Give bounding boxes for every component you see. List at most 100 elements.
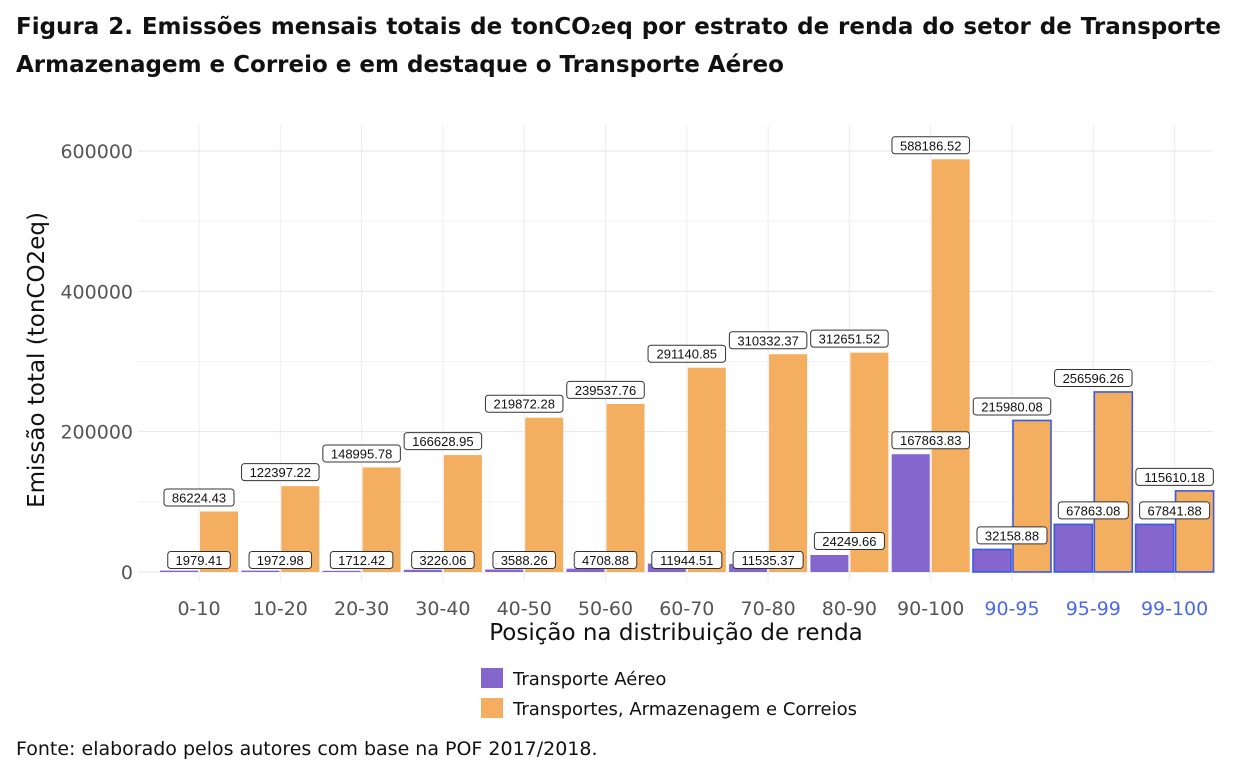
- data-label: 148995.78: [331, 446, 392, 461]
- data-label-box: [1054, 368, 1133, 387]
- legend-label-transport: Transportes, Armazenagem e Correios: [512, 699, 857, 720]
- data-label: 291140.85: [657, 347, 718, 362]
- x-tick-label: 80-90: [822, 598, 877, 620]
- data-label: 115610.18: [1144, 470, 1205, 485]
- data-label: 1972.98: [257, 553, 304, 568]
- bar-air: [160, 570, 198, 572]
- legend-label-air: Transporte Aéreo: [512, 669, 666, 690]
- x-axis-title: Posição na distribuição de renda: [489, 620, 863, 646]
- y-tick-label: 0: [121, 562, 133, 584]
- bar-transport: [1012, 419, 1052, 573]
- data-label: 310332.37: [737, 333, 798, 348]
- y-tick-label: 400000: [60, 281, 133, 303]
- data-label-box: [1057, 501, 1129, 520]
- y-axis-title: Emissão total (tonCO2eq): [24, 212, 50, 508]
- y-tick-label: 200000: [60, 422, 133, 444]
- data-label-box: [732, 551, 804, 569]
- data-label-box: [329, 551, 394, 569]
- x-tick-label: 90-95: [984, 598, 1039, 620]
- data-label: 3588.26: [501, 553, 548, 568]
- data-label: 167863.83: [900, 433, 961, 448]
- x-axis-ticks: 0-10 10-20 20-30 30-40 40-50 50-60 60-70 70-80 8…: [177, 598, 1208, 620]
- x-tick-label: 70-80: [740, 598, 795, 620]
- bar-air: [891, 454, 930, 572]
- data-label: 166628.95: [412, 434, 473, 449]
- data-label: 4708.88: [582, 553, 629, 568]
- data-label-box: [241, 463, 320, 482]
- bar-transport: [1093, 391, 1134, 573]
- data-label-box: [573, 551, 638, 569]
- bar-transport: [931, 159, 970, 572]
- data-label: 32158.88: [985, 528, 1039, 543]
- data-label: 215980.08: [981, 399, 1042, 414]
- bar-air: [322, 570, 361, 572]
- bar-transport: [687, 367, 726, 572]
- x-tick-label: 99-100: [1141, 598, 1208, 620]
- data-labels: 86224.43 1979.41 122397.22 1972.98 148995.78…: [163, 136, 1214, 569]
- data-label: 1712.42: [338, 553, 385, 568]
- bar-transport: [769, 354, 808, 572]
- data-label-box: [728, 331, 808, 350]
- data-label-box: [322, 444, 401, 463]
- data-label: 122397.22: [250, 465, 311, 480]
- y-tick-label: 600000: [60, 141, 133, 163]
- x-tick-label: 10-20: [253, 598, 308, 620]
- data-label: 11535.37: [741, 553, 794, 568]
- bar-air: [241, 570, 280, 572]
- data-label-box: [972, 397, 1052, 416]
- bar-air: [403, 569, 442, 572]
- bar-transport: [606, 403, 645, 572]
- bar-air: [810, 554, 849, 572]
- data-label: 67841.88: [1147, 503, 1201, 518]
- legend: Transporte Aéreo Transportes, Armazenage…: [481, 668, 857, 720]
- data-label-box: [167, 551, 231, 569]
- x-tick-label: 50-60: [578, 598, 633, 620]
- x-tick-label: 60-70: [659, 598, 714, 620]
- data-label: 67863.08: [1066, 503, 1120, 518]
- data-label: 219872.28: [493, 397, 554, 412]
- data-label-box: [813, 531, 885, 550]
- data-label-box: [163, 488, 235, 507]
- x-tick-label: 20-30: [334, 598, 389, 620]
- data-label: 588186.52: [900, 138, 961, 153]
- data-label-box: [411, 551, 475, 569]
- data-label-box: [248, 551, 313, 569]
- data-label-box: [891, 136, 970, 155]
- data-label: 3226.06: [419, 553, 466, 568]
- x-tick-label: 0-10: [177, 598, 220, 620]
- data-label-box: [484, 394, 564, 413]
- data-label-box: [1139, 501, 1211, 520]
- data-label: 86224.43: [172, 490, 226, 505]
- data-label-box: [647, 344, 727, 363]
- data-label-box: [976, 526, 1048, 545]
- data-label: 256596.26: [1063, 371, 1124, 386]
- data-label: 11944.51: [660, 553, 713, 568]
- x-tick-label: 95-99: [1066, 598, 1121, 620]
- bar-air: [566, 568, 605, 572]
- data-label: 24249.66: [822, 534, 876, 549]
- legend-swatch-transport: [481, 698, 503, 718]
- data-label-box: [1135, 467, 1214, 486]
- data-label: 1979.41: [176, 553, 223, 568]
- legend-swatch-air: [481, 668, 503, 688]
- bar-air: [485, 569, 524, 572]
- data-label-box: [492, 551, 556, 569]
- data-label-box: [403, 432, 483, 451]
- bar-air: [1134, 523, 1175, 573]
- data-label: 312651.52: [819, 332, 880, 347]
- data-label-box: [566, 380, 645, 399]
- data-label-box: [810, 329, 889, 348]
- data-label: 239537.76: [575, 383, 636, 398]
- bar-air: [1053, 523, 1094, 573]
- source-note: Fonte: elaborado pelos autores com base …: [16, 738, 598, 760]
- bar-air: [972, 548, 1012, 573]
- y-axis-ticks: 0 200000 400000 600000: [60, 141, 133, 584]
- x-tick-label: 30-40: [415, 598, 470, 620]
- bar-transport: [525, 417, 564, 572]
- x-tick-label: 90-100: [897, 598, 964, 620]
- figure-title: Figura 2. Emissões mensais totais de ton…: [16, 14, 1221, 78]
- x-tick-label: 40-50: [497, 598, 552, 620]
- data-label-box: [891, 431, 970, 450]
- data-label-box: [651, 551, 723, 569]
